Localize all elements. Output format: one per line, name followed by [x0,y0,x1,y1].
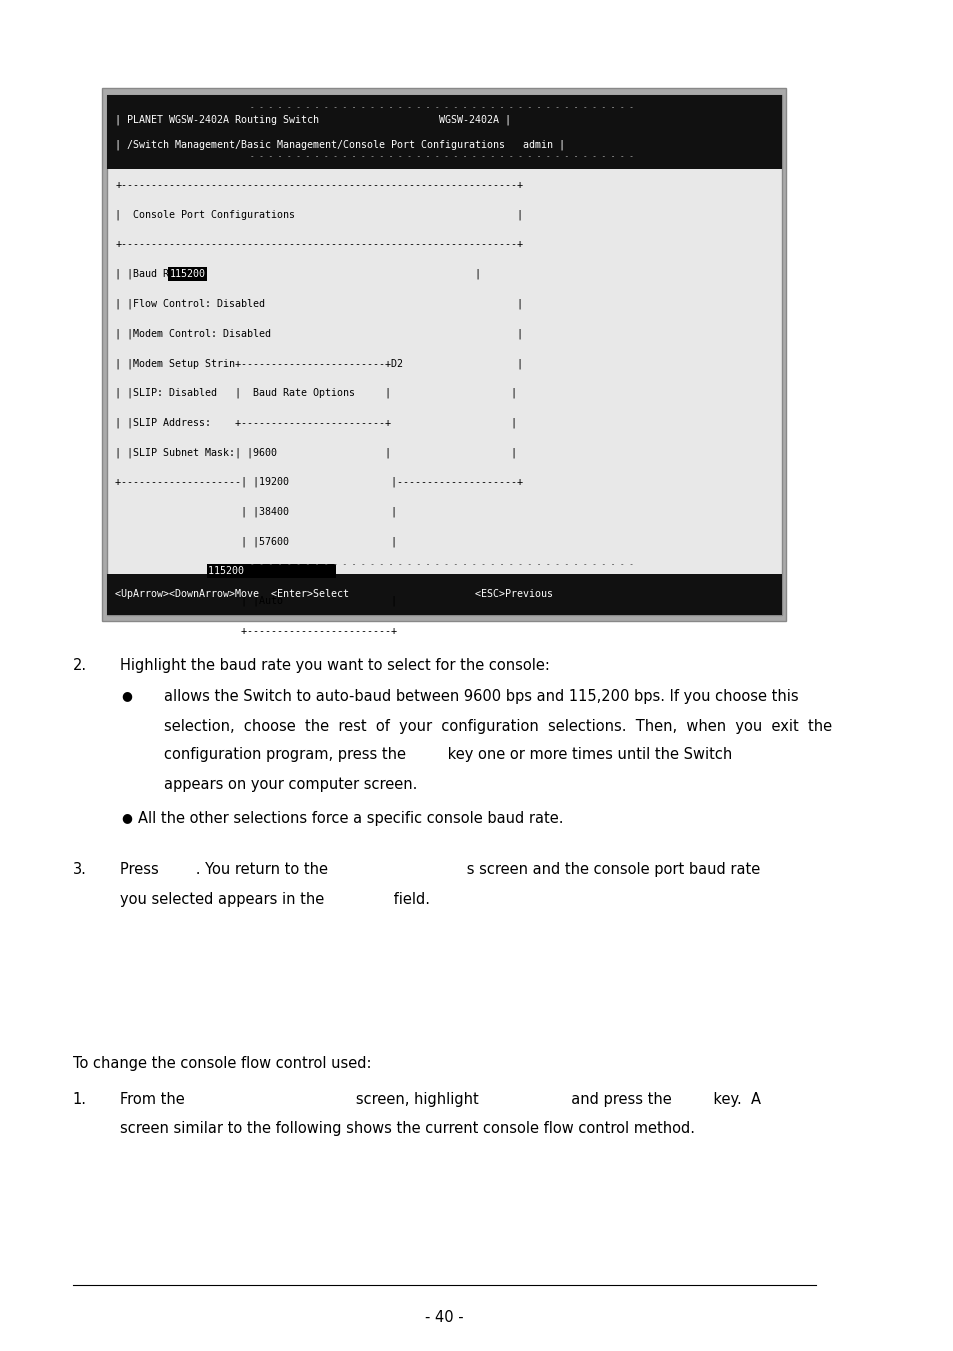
Text: +--------------------| |19200                 |--------------------+: +--------------------| |19200 |---------… [115,477,523,488]
Text: appears on your computer screen.: appears on your computer screen. [164,777,417,792]
Bar [107,574,781,615]
Text: | |38400                 |: | |38400 | [115,507,397,517]
Text: +------------------------------------------------------------------+: +---------------------------------------… [115,180,523,189]
Bar [102,88,785,621]
Text: | /Switch Management/Basic Management/Console Port Configurations   admin |: | /Switch Management/Basic Management/Co… [115,139,565,150]
Bar [107,95,781,169]
Text: From the                                     screen, highlight                  : From the screen, highlight [120,1092,760,1106]
Text: | |: | | [115,566,259,577]
Text: ●: ● [122,811,132,824]
Text: | PLANET WGSW-2402A Routing Switch                    WGSW-2402A |: | PLANET WGSW-2402A Routing Switch WGSW-… [115,115,511,126]
Text: | |57600                 |: | |57600 | [115,536,397,547]
Text: | |Modem Control: Disabled                                         |: | |Modem Control: Disabled | [115,328,523,339]
Text: |: | [289,566,301,577]
Text: +------------------------------------------------------------------+: +---------------------------------------… [115,239,523,249]
Text: selection,  choose  the  rest  of  your  configuration  selections.  Then,  when: selection, choose the rest of your confi… [164,719,832,734]
Text: | |SLIP Subnet Mask:| |9600                  |                    |: | |SLIP Subnet Mask:| |9600 | | [115,447,517,458]
Text: 115200: 115200 [170,269,206,278]
Text: All the other selections force a specific console baud rate.: All the other selections force a specifi… [137,811,562,825]
Text: you selected appears in the               field.: you selected appears in the field. [120,892,430,907]
Text: - - - - - - - - - - - - - - - - - - - - - - - - - - - - - - - - - - - - - - - - : - - - - - - - - - - - - - - - - - - - - … [250,559,638,569]
Text: | |SLIP: Disabled   |  Baud Rate Options     |                    |: | |SLIP: Disabled | Baud Rate Options | … [115,388,517,399]
Text: Press        . You return to the                              s screen and the c: Press . You return to the s screen and t… [120,862,760,877]
Text: To change the console flow control used:: To change the console flow control used: [72,1056,371,1071]
Text: 3.: 3. [72,862,87,877]
Text: configuration program, press the         key one or more times until the Switch: configuration program, press the key one… [164,747,732,762]
Text: 2.: 2. [72,658,87,673]
Bar [107,95,781,615]
Text: - 40 -: - 40 - [424,1310,463,1325]
Text: +------------------------+: +------------------------+ [115,626,397,635]
Text: - - - - - - - - - - - - - - - - - - - - - - - - - - - - - - - - - - - - - - - - : - - - - - - - - - - - - - - - - - - - - … [250,103,638,112]
Text: 1.: 1. [72,1092,87,1106]
Text: | |Flow Control: Disabled                                          |: | |Flow Control: Disabled | [115,299,523,309]
Text: | |Auto                  |: | |Auto | [115,596,397,607]
Text: 115200: 115200 [208,566,334,576]
Text: |  Console Port Configurations                                     |: | Console Port Configurations | [115,209,523,220]
Text: screen similar to the following shows the current console flow control method.: screen similar to the following shows th… [120,1121,694,1136]
Text: <UpArrow><DownArrow>Move  <Enter>Select                     <ESC>Previous: <UpArrow><DownArrow>Move <Enter>Select <… [115,589,553,600]
Text: - - - - - - - - - - - - - - - - - - - - - - - - - - - - - - - - - - - - - - - - : - - - - - - - - - - - - - - - - - - - - … [250,151,638,161]
Text: | |Modem Setup Strin+------------------------+D2                   |: | |Modem Setup Strin+-------------------… [115,358,523,369]
Text: ●: ● [122,689,132,703]
Text: Highlight the baud rate you want to select for the console:: Highlight the baud rate you want to sele… [120,658,549,673]
Text: |: | [193,269,480,280]
Text: | |Baud Rate:: | |Baud Rate: [115,269,199,280]
Text: allows the Switch to auto-baud between 9600 bps and 115,200 bps. If you choose t: allows the Switch to auto-baud between 9… [164,689,799,704]
Text: | |SLIP Address:    +------------------------+                    |: | |SLIP Address: +----------------------… [115,417,517,428]
